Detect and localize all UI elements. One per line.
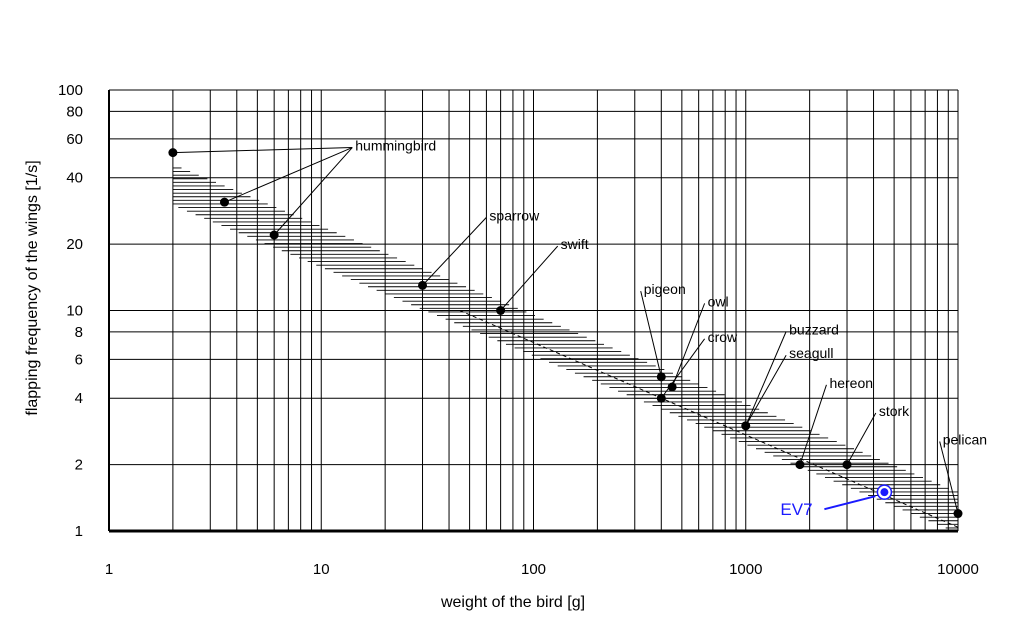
data-point [953, 509, 963, 519]
data-points [168, 148, 963, 519]
x-tick-label: 1000 [729, 561, 762, 578]
annotation-leader [500, 245, 559, 311]
data-point [667, 382, 677, 392]
annotation-leader [745, 354, 787, 427]
y-tick-label: 2 [75, 457, 83, 474]
annotation-leader [273, 147, 353, 236]
highlight-label: EV7 [780, 500, 812, 519]
annotation-leader [799, 384, 827, 465]
data-point [656, 393, 666, 403]
annotation-label: hummingbird [355, 138, 436, 154]
data-point [842, 460, 852, 470]
annotation-leader [660, 338, 706, 399]
y-tick-label: 80 [66, 103, 83, 120]
data-point [795, 460, 805, 470]
annotation-label: pelican [943, 431, 987, 447]
y-tick-label: 1 [75, 523, 83, 540]
y-tick-label: 6 [75, 351, 83, 368]
annotation-label: seagull [789, 345, 833, 361]
annotation-leader [172, 147, 353, 154]
data-point [269, 230, 279, 240]
y-tick-label: 10 [66, 303, 83, 320]
x-tick-label: 1 [105, 561, 113, 578]
annotation-leaders [172, 147, 959, 514]
annotation-label: pigeon [644, 281, 686, 297]
axes [108, 89, 959, 533]
data-point [496, 306, 506, 315]
y-tick-label: 40 [66, 170, 83, 187]
annotation-label: buzzard [789, 322, 839, 338]
data-point [656, 372, 666, 382]
annotation-label: sparrow [489, 207, 540, 223]
y-tick-label: 20 [66, 236, 83, 253]
annotation-leader [224, 147, 353, 203]
tick-labels: 1 10 100 1000 10000 1 2 4 6 8 10 20 40 60 80 100 [58, 82, 979, 578]
data-point [219, 197, 229, 207]
highlight-leader [824, 495, 876, 511]
annotation-leader [422, 217, 487, 286]
data-point [168, 148, 178, 158]
y-tick-label: 100 [58, 82, 83, 99]
y-tick-label: 8 [75, 324, 83, 341]
annotation-labels: hummingbird sparrow swift pigeon owl crow buzz… [355, 138, 987, 448]
trend-band [172, 167, 958, 529]
data-point [418, 280, 428, 290]
annotation-label: stork [879, 403, 910, 419]
annotation-leader [671, 303, 706, 388]
y-axis-label: flapping frequency of the wings [1/s] [24, 160, 41, 415]
annotation-leader [939, 441, 959, 514]
x-tick-label: 10 [313, 561, 330, 578]
annotation-label: hereon [829, 375, 873, 391]
x-tick-label: 10000 [937, 561, 979, 578]
highlight-point [880, 488, 889, 497]
x-tick-label: 100 [521, 561, 546, 578]
x-axis-label: weight of the bird [g] [440, 594, 585, 611]
annotation-label: crow [708, 329, 738, 345]
annotation-leader [846, 412, 877, 465]
data-point [741, 421, 751, 431]
grid-lines [109, 90, 958, 531]
annotation-label: swift [561, 236, 589, 252]
annotation-leader [640, 291, 662, 377]
annotation-label: owl [708, 293, 729, 309]
y-tick-label: 4 [75, 390, 83, 407]
annotation-leader [745, 331, 787, 426]
highlight-group: EV7 [780, 484, 893, 519]
y-tick-label: 60 [66, 131, 83, 148]
